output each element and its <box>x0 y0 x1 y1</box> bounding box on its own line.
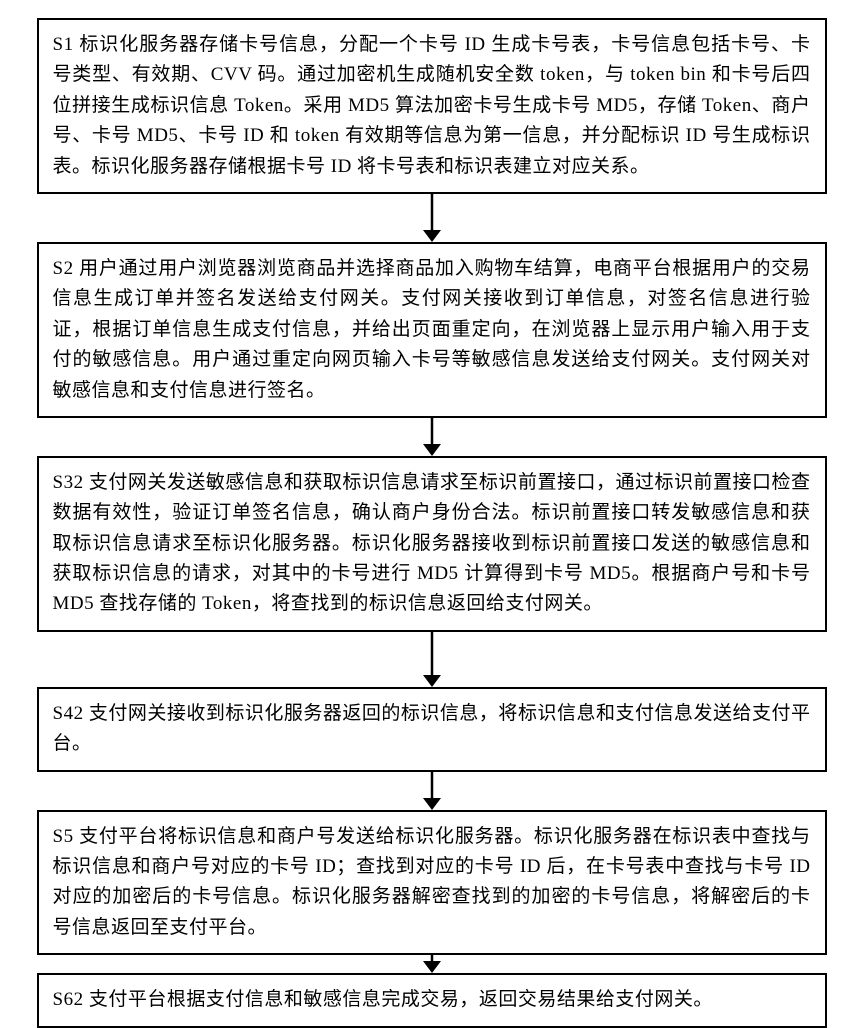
flow-step-s1: S1 标识化服务器存储卡号信息，分配一个卡号 ID 生成卡号表，卡号信息包括卡号… <box>37 18 827 194</box>
step-text: 支付网关发送敏感信息和获取标识信息请求至标识前置接口，通过标识前置接口检查数据有… <box>53 472 811 615</box>
flow-step-s2: S2 用户通过用户浏览器浏览商品并选择商品加入购物车结算，电商平台根据用户的交易… <box>37 242 827 418</box>
flow-arrow <box>420 955 444 973</box>
flow-step-s62: S62 支付平台根据支付信息和敏感信息完成交易，返回交易结果给支付网关。 <box>37 973 827 1027</box>
flow-step-s42: S42 支付网关接收到标识化服务器返回的标识信息，将标识信息和支付信息发送给支付… <box>37 687 827 772</box>
arrow-wrap <box>37 194 827 242</box>
step-label: S32 <box>53 472 84 493</box>
arrow-wrap <box>37 418 827 456</box>
flow-arrow <box>420 194 444 242</box>
step-label: S5 <box>53 826 74 847</box>
step-text: 标识化服务器存储卡号信息，分配一个卡号 ID 生成卡号表，卡号信息包括卡号、卡号… <box>53 34 811 177</box>
flow-arrow <box>420 772 444 810</box>
step-text: 支付平台将标识信息和商户号发送给标识化服务器。标识化服务器在标识表中查找与标识信… <box>53 826 811 938</box>
step-label: S2 <box>53 258 74 279</box>
arrow-wrap <box>37 632 827 687</box>
flow-arrow <box>420 418 444 456</box>
step-text: 支付网关接收到标识化服务器返回的标识信息，将标识信息和支付信息发送给支付平台。 <box>53 703 811 754</box>
arrow-wrap <box>37 955 827 973</box>
flow-step-s5: S5 支付平台将标识信息和商户号发送给标识化服务器。标识化服务器在标识表中查找与… <box>37 810 827 956</box>
arrow-wrap <box>37 772 827 810</box>
flow-step-s32: S32 支付网关发送敏感信息和获取标识信息请求至标识前置接口，通过标识前置接口检… <box>37 456 827 632</box>
flow-arrow <box>420 632 444 687</box>
step-label: S42 <box>53 703 84 724</box>
step-text: 用户通过用户浏览器浏览商品并选择商品加入购物车结算，电商平台根据用户的交易信息生… <box>53 258 811 401</box>
flowchart-container: S1 标识化服务器存储卡号信息，分配一个卡号 ID 生成卡号表，卡号信息包括卡号… <box>37 18 827 1028</box>
step-label: S1 <box>53 34 74 55</box>
